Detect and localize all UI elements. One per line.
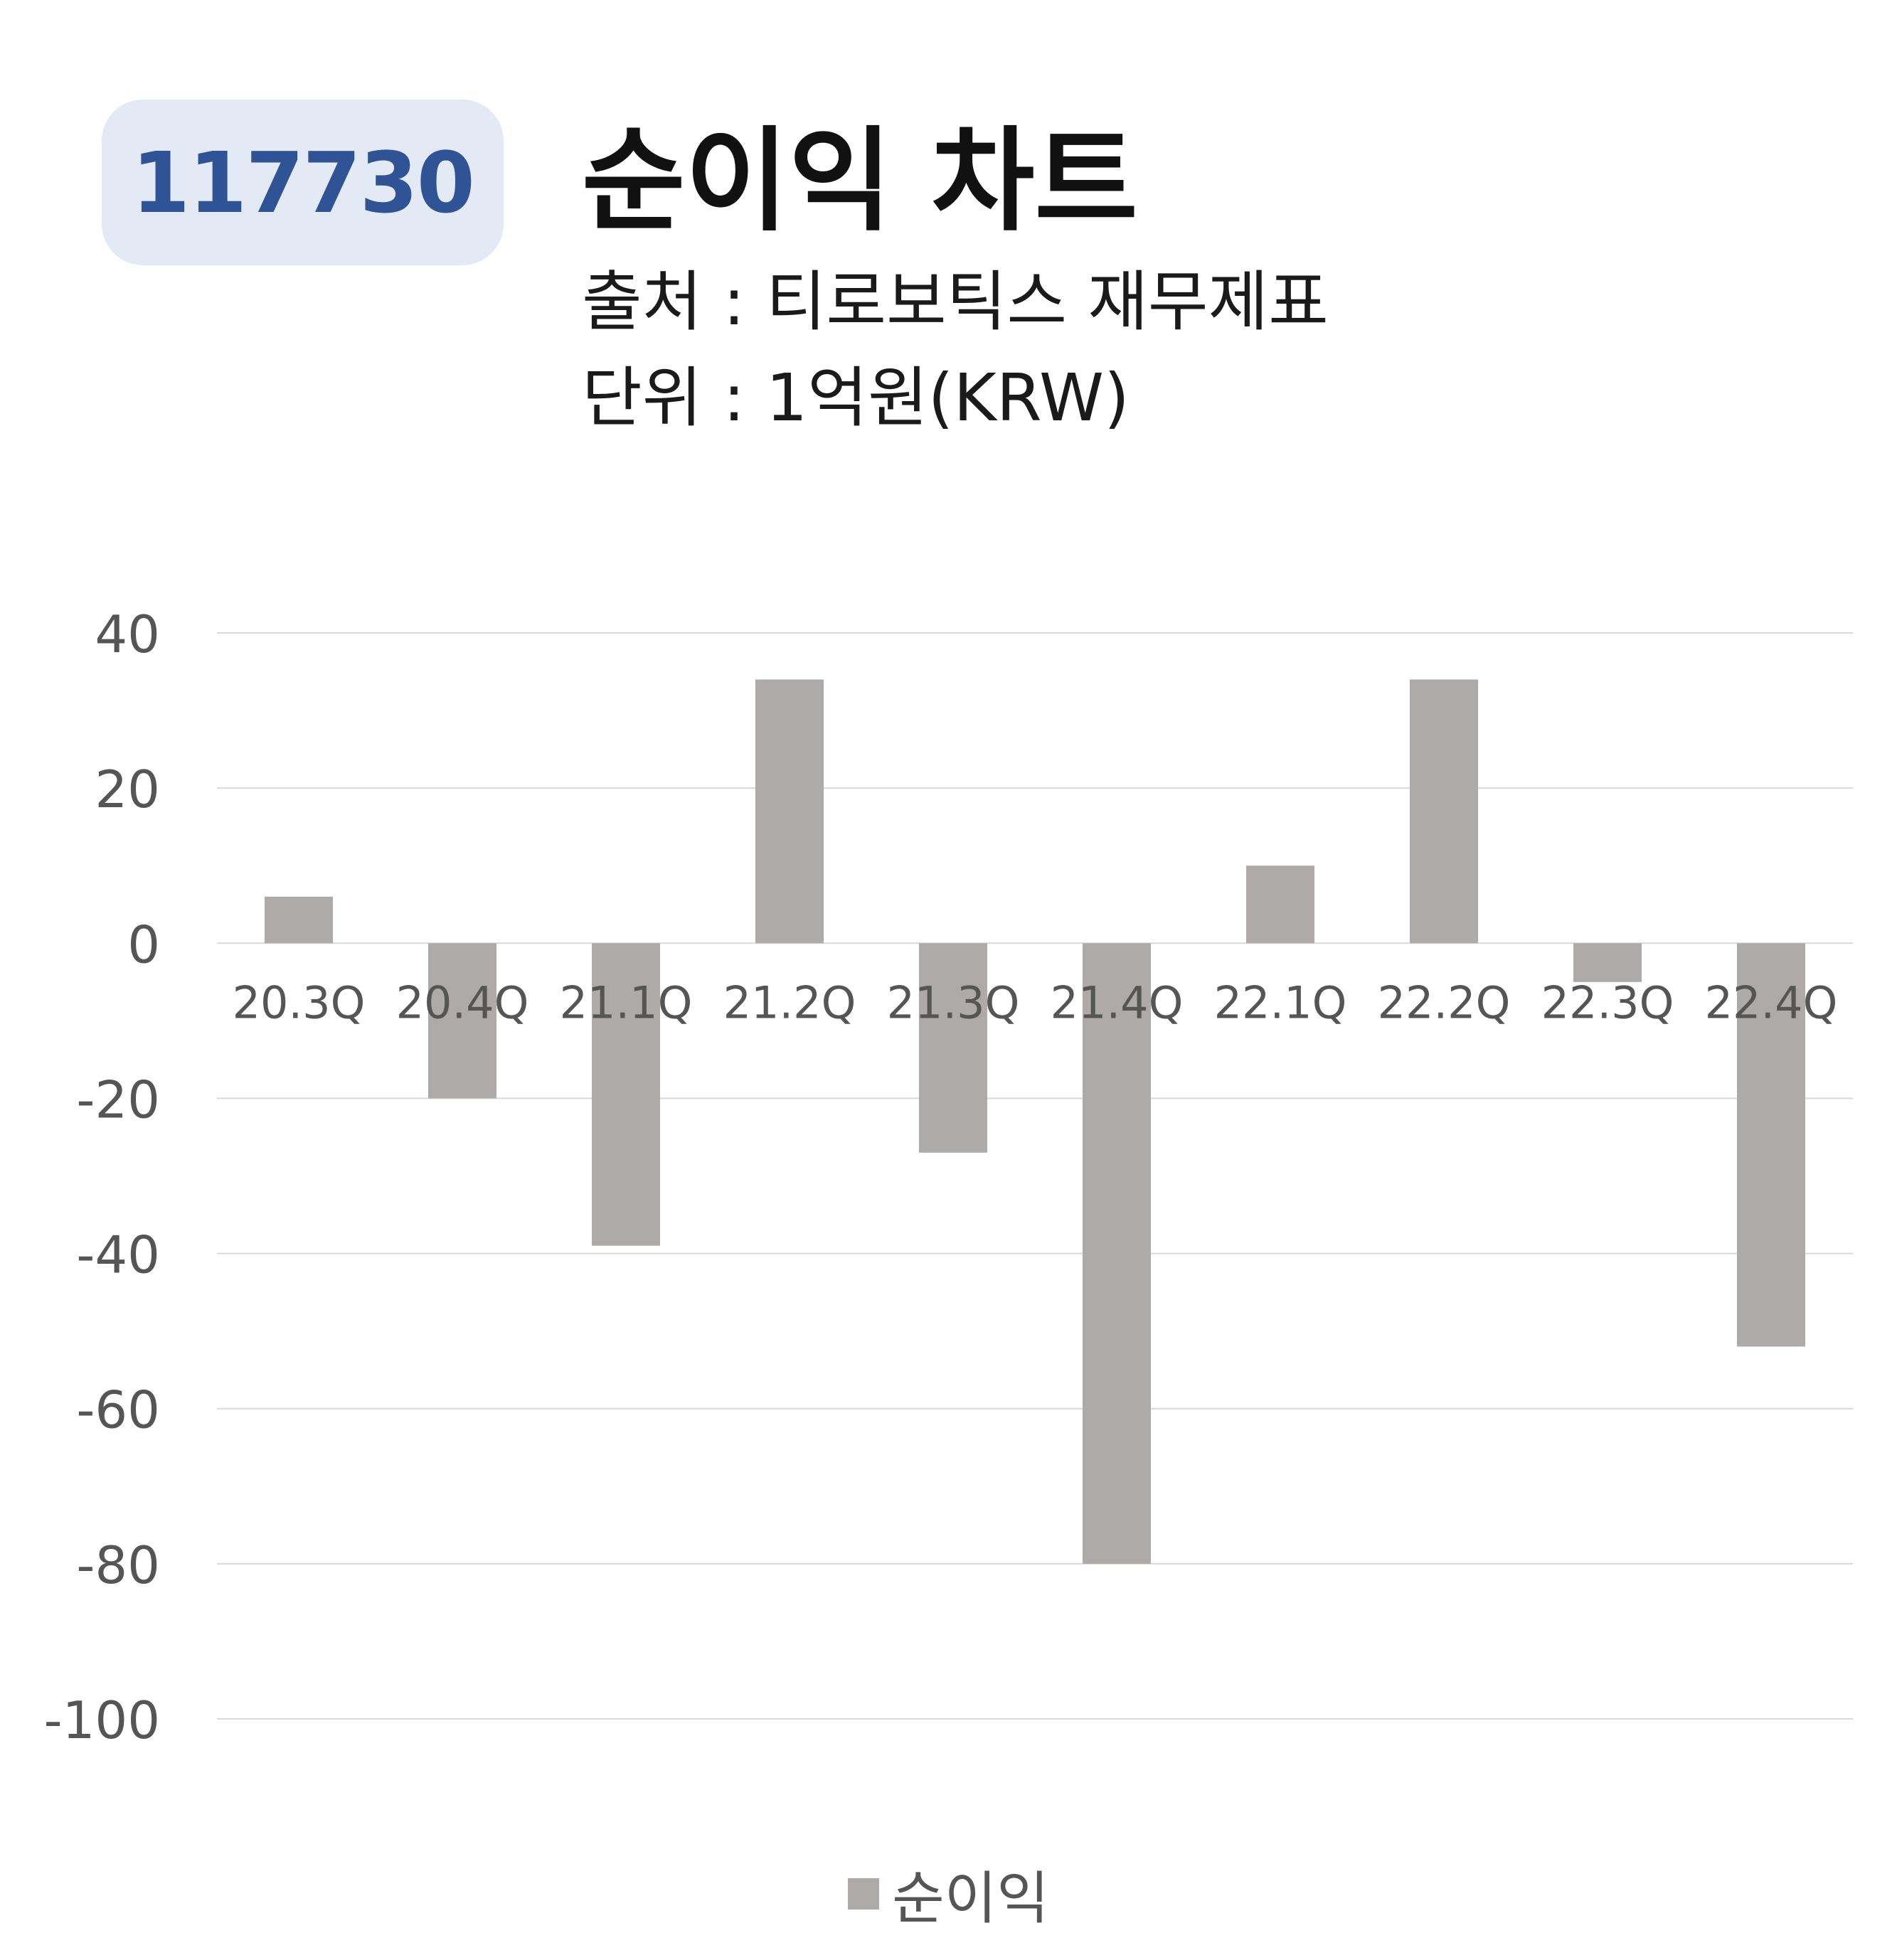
net-income-bar-chart: 40 20 0 -20 -40 -60 -80 -100 20.3Q 20.4Q 21.1Q 21.2…: [44, 604, 1853, 1750]
x-tick-label: 22.4Q: [1705, 976, 1838, 1028]
x-tick-label: 21.1Q: [560, 976, 693, 1028]
bar: [919, 943, 987, 1153]
x-tick-label: 22.3Q: [1541, 976, 1674, 1028]
bar: [428, 943, 496, 1099]
x-tick-label: 21.4Q: [1051, 976, 1184, 1028]
y-tick-label: 20: [95, 760, 160, 819]
y-tick-label: 0: [127, 915, 160, 974]
bar: [1083, 943, 1151, 1564]
y-tick-label: -80: [76, 1535, 160, 1595]
y-tick-label: 40: [95, 604, 160, 664]
stock-code-badge: 117730: [102, 100, 504, 265]
y-tick-label: -100: [44, 1690, 160, 1750]
x-tick-label: 21.3Q: [887, 976, 1020, 1028]
stock-code: 117730: [132, 133, 475, 232]
chart-title: 순이익 차트: [582, 116, 1138, 247]
bar: [592, 943, 660, 1246]
bar: [1737, 943, 1805, 1347]
y-tick-label: -60: [76, 1380, 160, 1440]
bar: [1410, 679, 1478, 944]
legend-swatch: [848, 1878, 880, 1910]
bar: [1246, 866, 1314, 944]
source-label: 출처 : 티로보틱스 재무제표: [582, 264, 1329, 340]
x-tick-label: 20.4Q: [396, 976, 529, 1028]
y-tick-label: -40: [76, 1225, 160, 1285]
legend: 순이익: [0, 1853, 1897, 1935]
bar: [755, 679, 824, 944]
bar: [1573, 943, 1642, 982]
x-tick-label: 22.2Q: [1378, 976, 1511, 1028]
x-tick-label: 21.2Q: [723, 976, 856, 1028]
legend-label: 순이익: [892, 1865, 1049, 1932]
bar: [265, 896, 333, 944]
y-tick-label: -20: [76, 1070, 160, 1129]
x-tick-label: 22.1Q: [1214, 976, 1347, 1028]
unit-label: 단위 : 1억원(KRW): [582, 360, 1130, 436]
x-tick-label: 20.3Q: [233, 976, 366, 1028]
